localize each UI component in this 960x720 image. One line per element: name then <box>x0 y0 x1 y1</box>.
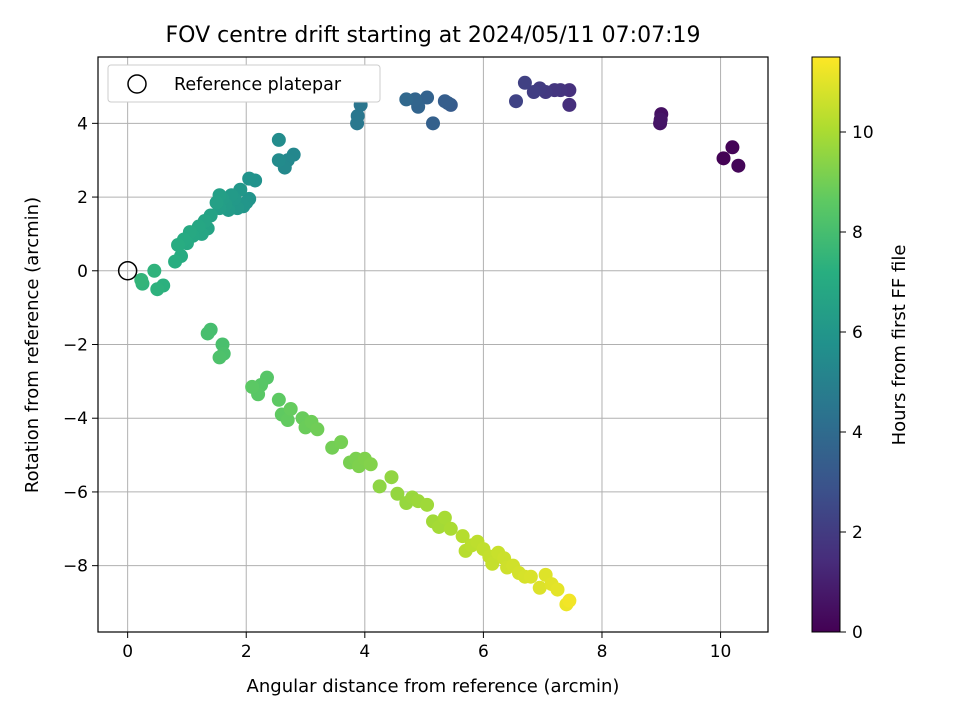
data-point <box>363 457 378 472</box>
data-point <box>550 582 565 597</box>
data-point <box>526 85 541 100</box>
legend-box <box>107 64 381 103</box>
data-point <box>437 94 452 109</box>
colorbar-tick-label: 4 <box>852 423 863 443</box>
data-point <box>731 158 746 173</box>
data-point <box>242 171 257 186</box>
data-point <box>523 569 538 584</box>
data-point <box>168 254 183 269</box>
y-axis-label: Rotation from reference (arcmin) <box>22 197 43 493</box>
data-point <box>283 402 298 417</box>
data-point <box>562 97 577 112</box>
y-tick-label: 4 <box>77 114 88 134</box>
y-tick-label: −8 <box>63 557 88 577</box>
plot-frame <box>97 56 769 633</box>
data-point <box>437 510 452 525</box>
y-tick-label: −2 <box>63 336 88 356</box>
data-point <box>485 556 500 571</box>
data-point <box>725 140 740 155</box>
data-point <box>350 116 365 131</box>
data-point <box>509 94 524 109</box>
legend: Reference platepar <box>107 64 381 103</box>
data-point <box>443 521 458 536</box>
y-ticks: −8 −6 −4 −2 0 2 4 <box>63 114 98 577</box>
data-point <box>171 237 186 252</box>
data-point <box>334 435 349 450</box>
data-point <box>390 486 405 501</box>
colorbar-ticks: 0 2 4 6 8 10 <box>840 123 874 643</box>
data-point <box>150 282 165 297</box>
chart-title: FOV centre drift starting at 2024/05/11 … <box>166 23 701 48</box>
colorbar-label: Hours from first FF file <box>889 245 910 446</box>
colorbar: 0 2 4 6 8 10 Hours from first FF file <box>811 56 910 643</box>
data-point <box>200 326 215 341</box>
reference-marker <box>117 261 138 281</box>
data-point <box>310 422 325 437</box>
data-point <box>455 529 470 544</box>
data-point <box>271 153 286 168</box>
colorbar-tick-label: 10 <box>852 123 874 143</box>
data-point <box>420 497 435 512</box>
data-point <box>420 90 435 105</box>
data-point <box>280 413 295 428</box>
x-tick-label: 0 <box>122 642 133 662</box>
data-point <box>134 272 149 287</box>
x-tick-label: 4 <box>359 642 370 662</box>
data-point <box>212 350 227 365</box>
data-point <box>653 112 668 127</box>
data-point <box>716 151 731 166</box>
x-tick-label: 6 <box>478 642 489 662</box>
data-point <box>562 593 577 608</box>
data-point <box>372 479 387 494</box>
y-tick-label: −6 <box>63 483 88 503</box>
data-point <box>399 92 414 107</box>
x-ticks: 0 2 4 6 8 10 <box>122 632 731 662</box>
colorbar-tick-label: 6 <box>852 323 863 343</box>
data-point <box>426 116 440 131</box>
x-tick-label: 8 <box>597 642 608 662</box>
data-point <box>517 75 532 90</box>
legend-label: Reference platepar <box>174 75 342 95</box>
data-points <box>134 75 746 612</box>
data-point <box>245 379 260 394</box>
colorbar-tick-label: 8 <box>852 223 863 243</box>
x-tick-label: 2 <box>241 642 252 662</box>
data-point <box>271 132 286 147</box>
y-tick-label: −4 <box>63 409 88 429</box>
data-point <box>147 263 162 278</box>
x-tick-label: 10 <box>710 642 732 662</box>
colorbar-gradient <box>811 56 841 633</box>
legend-marker-icon <box>127 74 147 94</box>
data-point <box>209 195 224 210</box>
x-axis-label: Angular distance from reference (arcmin) <box>247 676 620 697</box>
data-point <box>271 392 286 407</box>
y-tick-label: 0 <box>77 262 88 282</box>
colorbar-tick-label: 2 <box>852 523 863 543</box>
data-point <box>532 580 547 595</box>
y-tick-label: 2 <box>77 188 88 208</box>
data-point <box>384 470 399 485</box>
colorbar-tick-label: 0 <box>852 623 863 643</box>
grid-lines <box>98 57 768 632</box>
